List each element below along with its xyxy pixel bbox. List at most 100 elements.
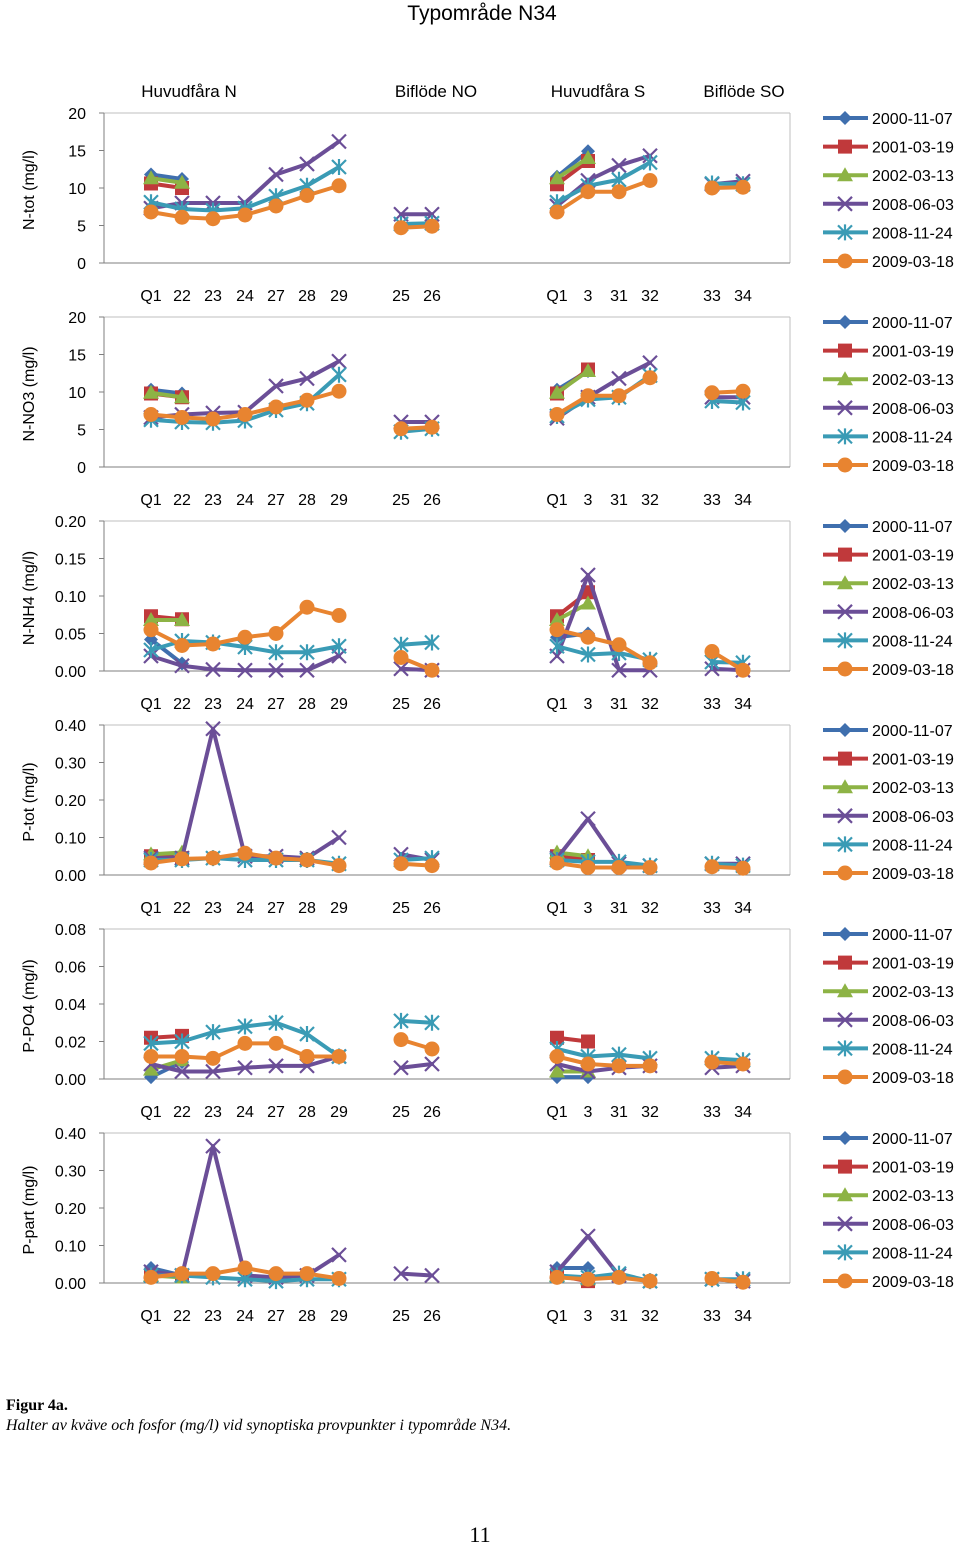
legend-item-2009-03-18: 2009-03-18 xyxy=(823,661,954,679)
legend-label: 2008-11-24 xyxy=(872,633,953,650)
x-tick-label: 28 xyxy=(298,492,316,509)
y-tick-label: 0.04 xyxy=(55,997,86,1014)
series-line xyxy=(399,1018,434,1025)
x-tick-label: 34 xyxy=(734,492,752,509)
legend-item-2008-06-03: 2008-06-03 xyxy=(823,1012,954,1030)
marker-triangle xyxy=(837,1187,853,1202)
marker-circle xyxy=(549,1269,565,1285)
legend-item-2002-03-13: 2002-03-13 xyxy=(823,371,954,389)
legend-label: 2000-11-07 xyxy=(872,1131,953,1148)
y-tick-label: 0.06 xyxy=(55,960,86,977)
legend-label: 2000-11-07 xyxy=(872,111,953,128)
marker-circle xyxy=(268,626,284,641)
x-tick-label: 27 xyxy=(267,900,285,917)
x-tick-label: 26 xyxy=(423,900,441,917)
marker-triangle xyxy=(837,167,853,182)
marker-circle xyxy=(393,1032,409,1048)
group-label-huvudfara-n: Huvudfåra N xyxy=(141,82,236,101)
x-tick-label: 33 xyxy=(703,900,721,917)
marker-asterisk xyxy=(299,1026,315,1042)
marker-asterisk xyxy=(205,1024,221,1041)
series-2008-06-03 xyxy=(143,1138,751,1289)
x-tick-label: 3 xyxy=(584,492,593,509)
marker-x xyxy=(331,353,347,370)
legend-label: 2002-03-13 xyxy=(872,372,954,389)
x-tick-label: 25 xyxy=(392,1104,410,1121)
x-tick-label: 29 xyxy=(330,696,348,713)
marker-circle xyxy=(331,178,347,194)
x-tick-label: 27 xyxy=(267,288,285,305)
x-tick-label: 24 xyxy=(236,696,254,713)
series-2009-03-18 xyxy=(143,1032,751,1074)
marker-asterisk xyxy=(268,1014,284,1031)
panel-4: 0.00 0.10 0.20 0.30 0.40 P-tot (mg/l) Q1 22 23 24… xyxy=(21,718,954,917)
marker-asterisk xyxy=(299,644,315,661)
marker-triangle xyxy=(549,384,565,399)
marker-asterisk xyxy=(424,1014,440,1031)
legend-item-2009-03-18: 2009-03-18 xyxy=(823,1069,954,1087)
marker-circle xyxy=(611,1058,627,1074)
x-tick-label: 26 xyxy=(423,1308,441,1325)
x-tick-label: 25 xyxy=(392,492,410,509)
caption-label: Figur 4a. xyxy=(6,1397,68,1414)
marker-x xyxy=(642,354,658,371)
legend-label: 2001-03-19 xyxy=(872,1160,954,1177)
y-tick-label: 0.20 xyxy=(55,514,86,531)
legend: 2000-11-07 2001-03-19 2002-03-13 2008-06-03… xyxy=(823,111,954,271)
x-tick-label: 29 xyxy=(330,900,348,917)
x-tick-label: 23 xyxy=(204,1308,222,1325)
marker-x xyxy=(611,157,627,174)
y-tick-label: 0.20 xyxy=(55,1201,86,1218)
marker-asterisk xyxy=(549,638,565,655)
marker-triangle xyxy=(837,371,853,386)
y-tick-label: 0.10 xyxy=(55,1239,86,1256)
legend-label: 2001-03-19 xyxy=(872,140,954,157)
x-tick-label: 34 xyxy=(734,696,752,713)
legend-label: 2009-03-18 xyxy=(872,866,954,883)
legend-label: 2008-06-03 xyxy=(872,1013,954,1030)
legend-label: 2008-06-03 xyxy=(872,605,954,622)
y-tick-label: 0.00 xyxy=(55,1276,86,1293)
marker-circle xyxy=(611,388,627,404)
marker-triangle xyxy=(580,595,596,610)
x-tick-label: 33 xyxy=(703,1308,721,1325)
x-tick-label: 33 xyxy=(703,1104,721,1121)
marker-x xyxy=(393,1265,409,1282)
y-tick-label: 0.10 xyxy=(55,831,86,848)
marker-x xyxy=(393,1059,409,1076)
legend-label: 2001-03-19 xyxy=(872,548,954,565)
marker-x xyxy=(837,196,853,212)
series-2001-03-19 xyxy=(144,585,595,627)
legend-label: 2009-03-18 xyxy=(872,662,954,679)
marker-circle xyxy=(611,1269,627,1285)
x-tick-label: 28 xyxy=(298,1308,316,1325)
x-tick-label: 34 xyxy=(734,900,752,917)
marker-x xyxy=(837,1216,853,1232)
chart-panels: 0 5 10 15 20 N-tot (mg/l) Q1 22 23 24 27 28 29 25 26 Q1… xyxy=(21,106,954,1325)
marker-circle xyxy=(837,865,853,881)
marker-x xyxy=(237,662,253,679)
chart-title: Typområde N34 xyxy=(407,2,557,25)
legend-label: 2001-03-19 xyxy=(872,752,954,769)
x-tick-label: 25 xyxy=(392,900,410,917)
x-tick-label: 27 xyxy=(267,492,285,509)
marker-circle xyxy=(611,860,627,875)
series-2008-11-24 xyxy=(143,1012,751,1069)
series-line xyxy=(149,726,341,861)
marker-circle xyxy=(205,411,221,427)
marker-x xyxy=(611,370,627,387)
x-tick-label: 24 xyxy=(236,1104,254,1121)
marker-x xyxy=(837,1012,853,1028)
marker-circle xyxy=(642,173,658,188)
marker-circle xyxy=(580,184,596,200)
marker-triangle xyxy=(174,612,190,626)
x-tick-label: 29 xyxy=(330,492,348,509)
marker-circle xyxy=(393,650,409,665)
marker-triangle xyxy=(143,612,159,626)
x-tick-label: Q1 xyxy=(140,696,161,713)
x-tick-label: 31 xyxy=(610,288,628,305)
marker-square xyxy=(838,343,852,358)
x-tick-label: Q1 xyxy=(140,1104,161,1121)
x-tick-label: Q1 xyxy=(140,900,161,917)
marker-x xyxy=(837,400,853,416)
